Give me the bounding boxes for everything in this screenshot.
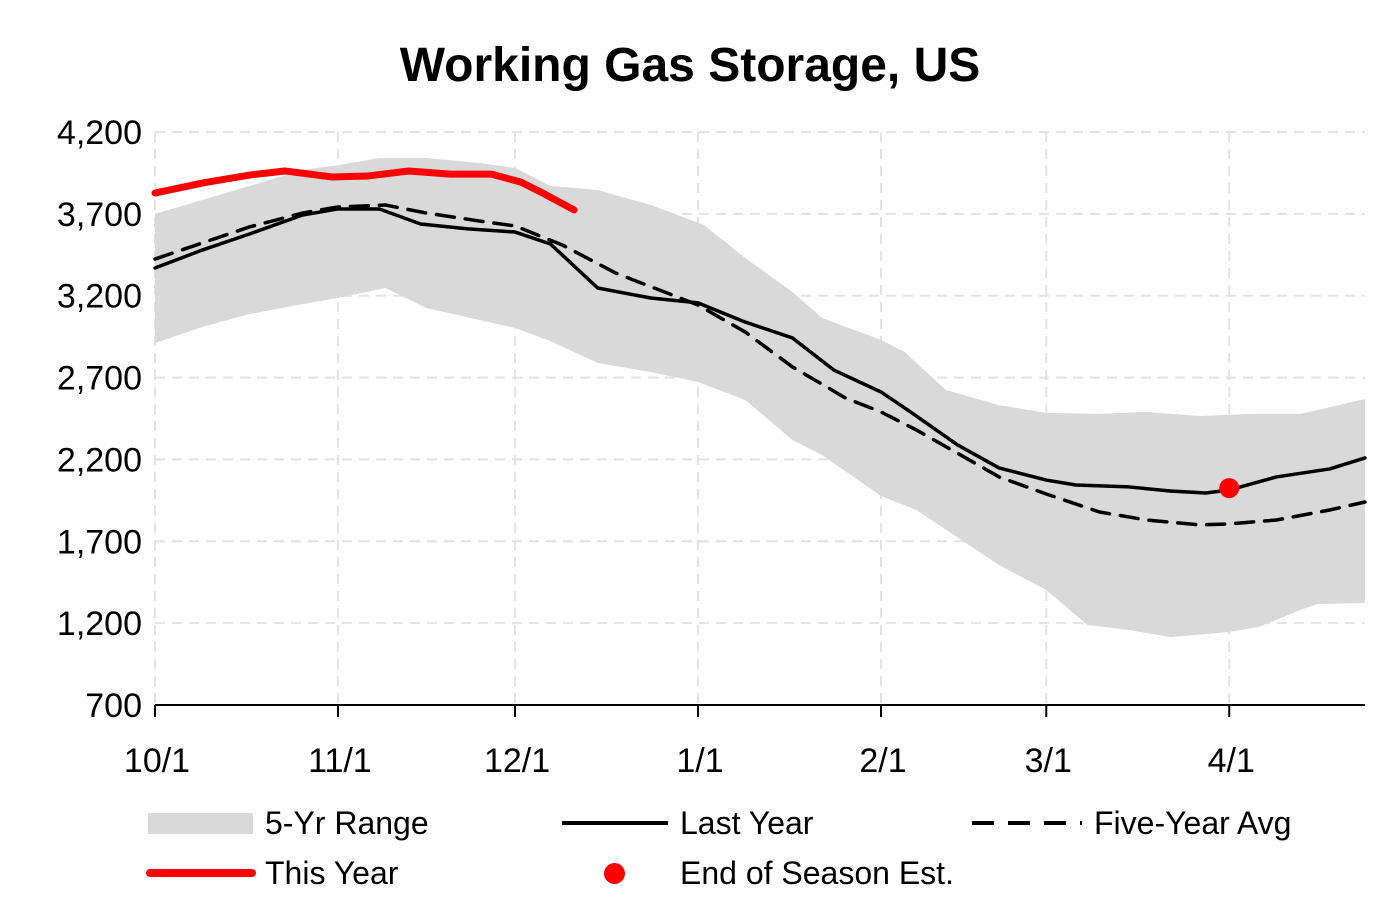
x-tick-label: 12/1 xyxy=(484,742,550,780)
five-year-range-area xyxy=(155,158,1365,638)
series-line-last-year xyxy=(153,207,1367,495)
legend-swatch-estimate xyxy=(604,863,625,884)
series-line-this-year xyxy=(151,167,578,214)
y-tick-label: 2,700 xyxy=(57,360,142,398)
chart-title: Working Gas Storage, US xyxy=(399,39,981,92)
legend-label-estimate: End of Season Est. xyxy=(680,855,954,891)
y-tick-label: 1,200 xyxy=(57,605,142,643)
y-tick-label: 1,700 xyxy=(57,523,142,561)
legend-label-this-year: This Year xyxy=(265,855,399,891)
x-tick-label: 11/1 xyxy=(308,742,372,780)
y-tick-label: 700 xyxy=(85,687,142,725)
x-tick-label: 10/1 xyxy=(124,742,190,780)
series-line-five-year-avg xyxy=(153,203,1367,527)
end-of-season-estimate-point xyxy=(1219,478,1240,499)
x-tick-label: 3/1 xyxy=(1025,742,1072,780)
y-tick-label: 3,200 xyxy=(57,278,142,316)
legend-label-range: 5-Yr Range xyxy=(265,805,429,841)
legend-swatch-range xyxy=(148,813,253,834)
legend-swatch-last-year xyxy=(562,821,668,825)
legend-swatch-this-year xyxy=(146,869,256,877)
y-tick-label: 2,200 xyxy=(57,441,142,479)
x-tick-label: 2/1 xyxy=(859,742,906,780)
legend-swatch-five-year-avg xyxy=(972,821,1082,825)
y-tick-label: 3,700 xyxy=(57,196,142,234)
x-tick-label: 1/1 xyxy=(676,742,723,780)
x-tick-label: 4/1 xyxy=(1208,742,1255,780)
y-tick-label: 4,200 xyxy=(57,114,142,152)
legend-label-last-year: Last Year xyxy=(680,805,814,841)
legend-label-five-year-avg: Five-Year Avg xyxy=(1094,805,1292,841)
